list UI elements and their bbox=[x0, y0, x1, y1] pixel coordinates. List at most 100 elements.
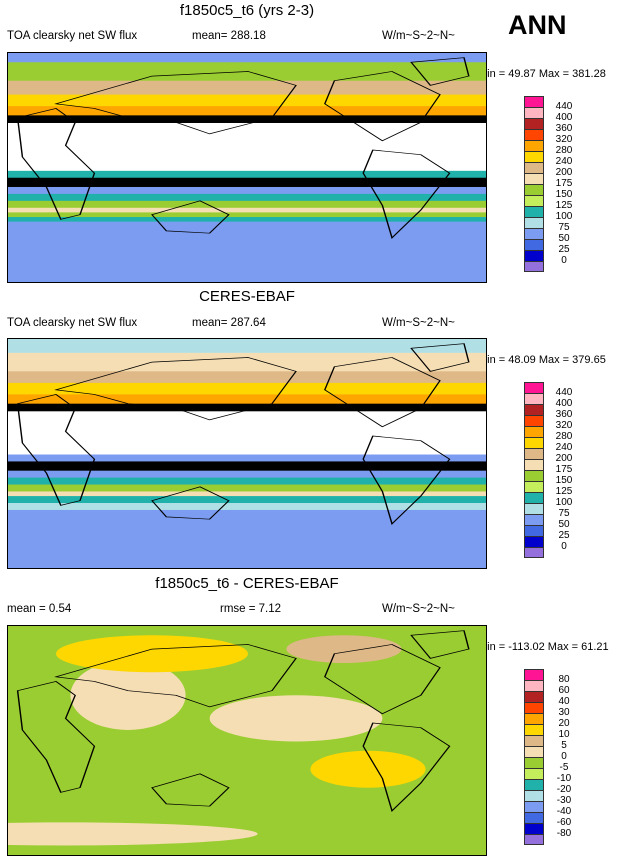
colorbar-swatch bbox=[524, 713, 544, 724]
colorbar-swatch bbox=[524, 459, 544, 470]
colorbar bbox=[524, 669, 544, 845]
coastlines bbox=[16, 630, 470, 812]
colorbar-swatch bbox=[524, 173, 544, 184]
colorbar-swatch bbox=[524, 514, 544, 525]
map-band bbox=[8, 484, 486, 493]
map-band bbox=[8, 186, 486, 195]
map-band bbox=[8, 382, 486, 396]
colorbar-tick-label: 80 bbox=[558, 674, 570, 685]
colorbar-tick-label: 75 bbox=[558, 222, 570, 233]
colorbar-swatch bbox=[524, 724, 544, 735]
colorbar-tick-label: 100 bbox=[555, 211, 573, 222]
colorbar-tick-label: 150 bbox=[555, 475, 573, 486]
map-band bbox=[8, 470, 486, 479]
colorbar-tick-label: 240 bbox=[555, 442, 573, 453]
map-plot bbox=[7, 52, 487, 283]
map-band bbox=[8, 509, 486, 568]
colorbar-swatch bbox=[524, 812, 544, 823]
colorbar-tick-label: 240 bbox=[555, 156, 573, 167]
map-band bbox=[8, 371, 486, 384]
map-band bbox=[8, 200, 486, 209]
colorbar-swatch bbox=[524, 680, 544, 691]
map-region bbox=[310, 750, 426, 788]
min-max-label: Min = 48.09 Max = 379.65 bbox=[478, 354, 606, 366]
colorbar-tick-label: 200 bbox=[555, 167, 573, 178]
map-band bbox=[8, 53, 486, 63]
map-band bbox=[8, 403, 486, 412]
colorbar-swatch bbox=[524, 801, 544, 812]
colorbar-tick-label: 5 bbox=[561, 740, 567, 751]
colorbar-tick-label: 360 bbox=[555, 123, 573, 134]
colorbar-swatch bbox=[524, 239, 544, 250]
colorbar-tick-label: 400 bbox=[555, 398, 573, 409]
colorbar-swatch bbox=[524, 206, 544, 217]
colorbar-tick-label: 30 bbox=[558, 707, 570, 718]
colorbar-swatch bbox=[524, 107, 544, 118]
colorbar-tick-label: 175 bbox=[555, 464, 573, 475]
colorbar-swatch bbox=[524, 184, 544, 195]
map-band bbox=[8, 394, 486, 405]
panel-center-label: mean= 288.18 bbox=[192, 30, 266, 42]
min-max-label: Min = 49.87 Max = 381.28 bbox=[478, 68, 606, 80]
colorbar-tick-label: 150 bbox=[555, 189, 573, 200]
colorbar-tick-label: 25 bbox=[558, 244, 570, 255]
colorbar-tick-label: -30 bbox=[556, 795, 572, 806]
map-band bbox=[8, 212, 486, 218]
map-region bbox=[286, 635, 402, 663]
map-band bbox=[8, 352, 486, 373]
colorbar-swatch bbox=[524, 96, 544, 107]
colorbar-tick-label: 50 bbox=[558, 233, 570, 244]
colorbar-swatch bbox=[524, 768, 544, 779]
colorbar-swatch bbox=[524, 129, 544, 140]
colorbar-swatch bbox=[524, 669, 544, 680]
colorbar-tick-label: 0 bbox=[561, 255, 567, 266]
colorbar-swatch bbox=[524, 834, 544, 845]
map-band bbox=[8, 454, 486, 463]
colorbar-swatch bbox=[524, 470, 544, 481]
panel-title: f1850c5_t6 (yrs 2-3) bbox=[179, 2, 315, 19]
colorbar-tick-label: 20 bbox=[558, 718, 570, 729]
colorbar-swatch bbox=[524, 547, 544, 558]
colorbar-tick-label: 175 bbox=[555, 178, 573, 189]
colorbar-swatch bbox=[524, 393, 544, 404]
map-band bbox=[8, 221, 486, 282]
colorbar-tick-label: 200 bbox=[555, 453, 573, 464]
colorbar bbox=[524, 96, 544, 272]
colorbar-tick-label: -10 bbox=[556, 773, 572, 784]
colorbar-swatch bbox=[524, 140, 544, 151]
map-band bbox=[8, 106, 486, 117]
panel-left-label: TOA clearsky net SW flux bbox=[7, 30, 138, 42]
colorbar-swatch bbox=[524, 790, 544, 801]
map-band bbox=[8, 177, 486, 188]
panel-center-label: mean= 287.64 bbox=[192, 317, 266, 329]
map-band bbox=[8, 461, 486, 472]
map-region bbox=[56, 635, 248, 673]
colorbar-swatch bbox=[524, 746, 544, 757]
map-band bbox=[8, 503, 486, 511]
map-band bbox=[8, 115, 486, 123]
colorbar-swatch bbox=[524, 162, 544, 173]
panel-center-label: rmse = 7.12 bbox=[220, 603, 282, 615]
colorbar-tick-label: 60 bbox=[558, 685, 570, 696]
colorbar-swatch bbox=[524, 250, 544, 261]
colorbar-tick-label: 25 bbox=[558, 530, 570, 541]
map-band bbox=[8, 207, 486, 214]
colorbar-swatch bbox=[524, 823, 544, 834]
colorbar-swatch bbox=[524, 525, 544, 536]
min-max-label: Min = -113.02 Max = 61.21 bbox=[478, 641, 609, 653]
colorbar-tick-label: -40 bbox=[556, 806, 572, 817]
map-band bbox=[8, 193, 486, 202]
colorbar-swatch bbox=[524, 757, 544, 768]
colorbar-swatch bbox=[524, 261, 544, 272]
map-band bbox=[8, 477, 486, 486]
colorbar-swatch bbox=[524, 492, 544, 503]
panel-left-label: mean = 0.54 bbox=[7, 603, 72, 615]
colorbar-swatch bbox=[524, 448, 544, 459]
colorbar-tick-label: 440 bbox=[555, 387, 573, 398]
map-band bbox=[8, 80, 486, 96]
colorbar-tick-label: -20 bbox=[556, 784, 572, 795]
colorbar-tick-label: 360 bbox=[555, 409, 573, 420]
map-region bbox=[70, 660, 186, 730]
colorbar-tick-label: 50 bbox=[558, 519, 570, 530]
colorbar-swatch bbox=[524, 151, 544, 162]
